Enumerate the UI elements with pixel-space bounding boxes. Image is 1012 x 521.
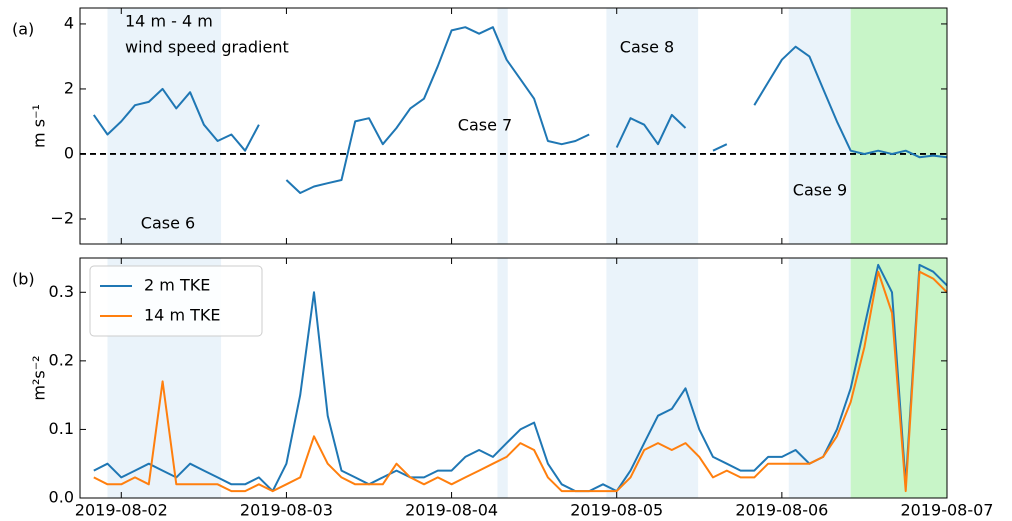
x-tick-label: 2019-08-02 (75, 501, 168, 520)
x-tick-label: 2019-08-05 (570, 501, 663, 520)
series-line (92, 26, 947, 194)
y-tick-label: 0.3 (49, 282, 74, 301)
plot-area (80, 8, 947, 244)
shaded-region (606, 258, 699, 498)
x-tick-label: 2019-08-03 (240, 501, 333, 520)
y-tick-label: 4 (64, 13, 74, 32)
legend-label: 2 m TKE (144, 276, 210, 295)
case-label: Case 7 (458, 116, 512, 135)
panel-label: (b) (12, 270, 35, 289)
shaded-region (788, 258, 851, 498)
series-line (93, 263, 947, 493)
x-tick-label: 2019-08-06 (735, 501, 828, 520)
axes-frame (79, 7, 948, 245)
y-tick-label: −2 (50, 208, 74, 227)
y-axis-label: m²s⁻² (30, 355, 49, 400)
y-tick-label: 0.2 (49, 350, 74, 369)
shaded-region (497, 258, 508, 498)
panel-label: (a) (12, 20, 34, 39)
series-line (93, 270, 947, 493)
x-tick-label: 2019-08-04 (405, 501, 498, 520)
case-label: Case 8 (620, 38, 674, 57)
legend-label: 14 m TKE (144, 306, 221, 325)
y-tick-label: 2 (64, 78, 74, 97)
annotation: wind speed gradient (125, 38, 289, 57)
x-tick-label: 2019-08-07 (901, 501, 994, 520)
axes-frame (79, 257, 948, 499)
case-label: Case 9 (793, 181, 847, 200)
y-tick-label: 0 (64, 143, 74, 162)
annotation: 14 m - 4 m (125, 12, 213, 31)
y-tick-label: 0.1 (49, 419, 74, 438)
shaded-region (850, 8, 947, 244)
y-tick-label: 0.0 (49, 488, 74, 507)
legend-box (89, 265, 263, 337)
y-axis-label: m s⁻¹ (30, 104, 49, 148)
shaded-region (107, 8, 222, 244)
shaded-region (788, 8, 851, 244)
case-label: Case 6 (141, 214, 195, 233)
shaded-region (497, 8, 508, 244)
